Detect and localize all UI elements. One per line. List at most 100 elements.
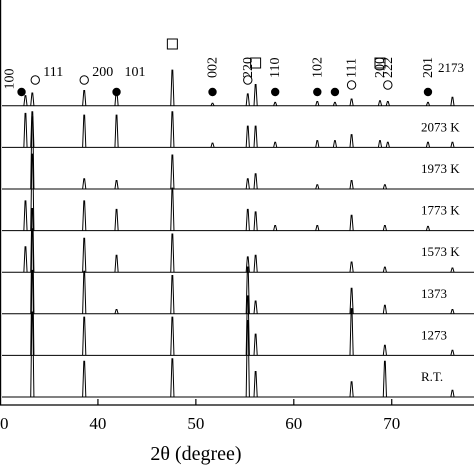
pattern [2,153,474,232]
pattern [2,111,474,148]
x-tick-label: 50 [187,414,204,433]
peak [114,309,119,314]
peak [82,178,87,190]
peak [82,90,87,106]
phase-marker [270,87,280,97]
phase-marker [166,38,178,50]
peak [82,237,87,273]
peak [170,233,175,273]
peak [170,111,175,148]
peak [315,225,320,231]
peak [30,111,35,148]
phase-marker [250,57,262,69]
peak [170,275,175,314]
pattern-label: 2073 K [421,119,460,134]
peak [382,225,387,231]
peak [245,320,250,398]
peak [170,69,175,106]
pattern-label: 2173 [438,60,464,75]
peak [82,316,87,356]
pattern-label: 1273 [421,327,447,342]
pattern [2,69,474,107]
peak [450,349,455,356]
peak [170,316,175,356]
x-tick-label: 70 [383,414,400,433]
peak [273,225,278,231]
pattern [2,207,474,273]
pattern-label: R.T. [421,369,443,384]
x-tick-label: 40 [89,414,106,433]
phase-marker [423,87,433,97]
marker-label: 002 [206,57,221,78]
peak [23,95,28,106]
peak [30,207,35,273]
peak [253,211,258,231]
phase-marker [243,75,253,85]
marker-label: 200 [92,65,113,80]
peak [377,140,383,148]
phase-marker [383,80,393,90]
peak [114,114,119,148]
peak [114,254,119,273]
pattern-label: 1973 K [421,161,460,176]
peak [450,389,455,398]
peak [210,102,215,107]
peak [82,360,87,398]
peak [245,266,250,314]
peak [385,101,390,106]
pattern [2,228,474,315]
phase-marker [112,87,121,97]
peak [253,333,258,356]
phase-marker [374,57,386,69]
phase-marker [313,87,322,97]
peak [349,134,354,148]
peak [382,184,387,190]
peak [253,125,258,148]
pattern [2,116,474,190]
marker-label: 101 [125,65,146,80]
peak [245,256,250,273]
peak [30,311,35,398]
phase-marker [17,87,26,97]
peak [315,101,320,106]
peak [425,101,431,106]
peak [450,309,455,314]
peak [245,295,250,356]
peak [245,178,250,190]
peak [210,142,215,148]
marker-label: 200 [373,57,388,78]
peak [349,381,354,398]
pattern [2,269,474,356]
peak [253,84,258,106]
peak [349,308,354,356]
peak [349,287,354,314]
peak [23,246,28,273]
peak [332,140,338,148]
pattern-label: 1773 K [421,203,460,218]
marker-label: 222 [381,57,396,78]
peak [30,92,35,106]
peak [82,270,87,314]
peak [450,141,455,148]
peak [425,141,431,148]
phase-marker [30,75,40,85]
peak [332,101,338,106]
peak [349,261,354,273]
peak [170,154,175,190]
peak [273,141,278,148]
peak [114,208,119,231]
peak [245,93,250,106]
peak [349,214,354,231]
marker-label: 100 [3,69,18,90]
marker-label: 201 [421,57,436,78]
phase-marker [79,75,89,85]
peak [30,228,35,314]
x-tick-label: 60 [285,414,302,433]
marker-label: 102 [310,57,325,78]
peak [253,173,258,190]
pattern [2,311,474,398]
peak [114,180,119,190]
peak [170,358,175,398]
peak [450,267,455,273]
